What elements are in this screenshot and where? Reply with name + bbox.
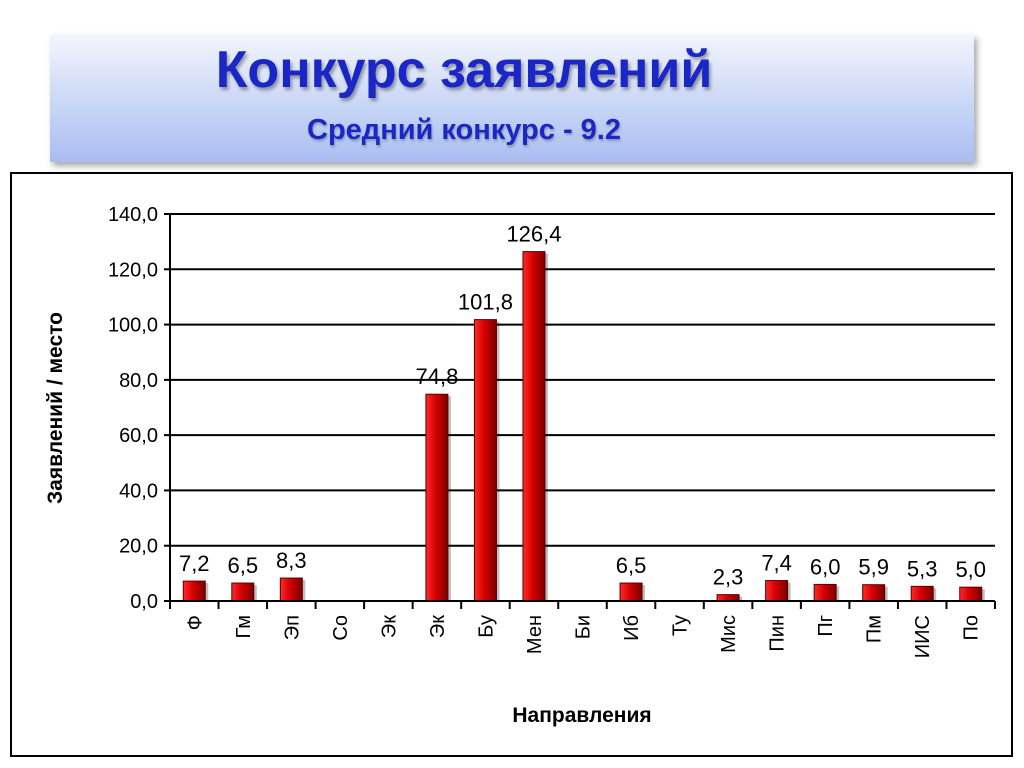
x-tick-label: Пм: [864, 615, 886, 643]
y-tick-label: 140,0: [108, 204, 158, 226]
data-label: 6,0: [810, 554, 841, 579]
page-subtitle: Средний конкурс - 9.2: [307, 114, 621, 146]
page-title: Конкурс заявлений: [215, 41, 713, 99]
x-tick-label: По: [961, 615, 983, 641]
x-tick-label: Би: [573, 615, 595, 639]
x-tick-label: Со: [330, 615, 352, 641]
data-label: 74,8: [415, 364, 458, 389]
data-label: 101,8: [458, 290, 513, 315]
title-banner: Конкурс заявлений Средний конкурс - 9.2: [50, 34, 974, 162]
y-axis-title: Заявлений / место: [44, 312, 67, 504]
x-tick-label: Иб: [621, 615, 643, 641]
data-label: 5,3: [907, 556, 938, 581]
x-tick-label: Бу: [475, 615, 497, 638]
y-tick-label: 40,0: [119, 480, 158, 502]
x-axis-title: Направления: [512, 704, 651, 727]
bar-Эп: [279, 577, 303, 602]
x-tick-label: Мен: [524, 615, 546, 654]
x-tick-label: Эк: [427, 615, 449, 638]
data-label: 6,5: [227, 553, 258, 578]
y-tick-label: 80,0: [119, 370, 158, 392]
x-tick-label: Ту: [670, 615, 692, 636]
data-label: 7,4: [761, 551, 792, 576]
bar-Иб: [619, 582, 643, 602]
x-tick-label: Гм: [233, 615, 255, 638]
x-tick-label: Мис: [718, 615, 740, 653]
y-tick-label: 100,0: [108, 315, 158, 337]
bar-Ф: [182, 580, 206, 602]
y-tick-label: 20,0: [119, 536, 158, 558]
bar-Эк: [425, 393, 449, 602]
bar-Пг: [813, 583, 837, 602]
data-label: 8,3: [276, 548, 307, 573]
data-label: 6,5: [616, 553, 647, 578]
bar-Бу: [473, 319, 497, 602]
data-label: 5,9: [858, 555, 889, 580]
data-label: 5,0: [955, 557, 986, 582]
x-tick-label: ИИС: [912, 615, 934, 658]
x-tick-label: Эк: [378, 615, 400, 638]
bar-По: [959, 586, 983, 602]
bar-Пин: [765, 580, 789, 602]
y-tick-label: 60,0: [119, 425, 158, 447]
bar-Пм: [862, 584, 886, 602]
data-label: 2,3: [713, 565, 744, 590]
bar-ИИС: [910, 585, 934, 602]
x-tick-label: Ф: [184, 615, 206, 630]
x-tick-label: Пг: [815, 615, 837, 637]
y-tick-label: 0,0: [130, 591, 158, 613]
x-tick-label: Эп: [281, 615, 303, 640]
data-label: 7,2: [179, 551, 210, 576]
y-tick-label: 120,0: [108, 259, 158, 281]
data-label: 126,4: [506, 222, 561, 247]
bar-Гм: [231, 582, 255, 602]
x-tick-label: Пин: [767, 615, 789, 652]
bar-Мен: [522, 251, 546, 602]
